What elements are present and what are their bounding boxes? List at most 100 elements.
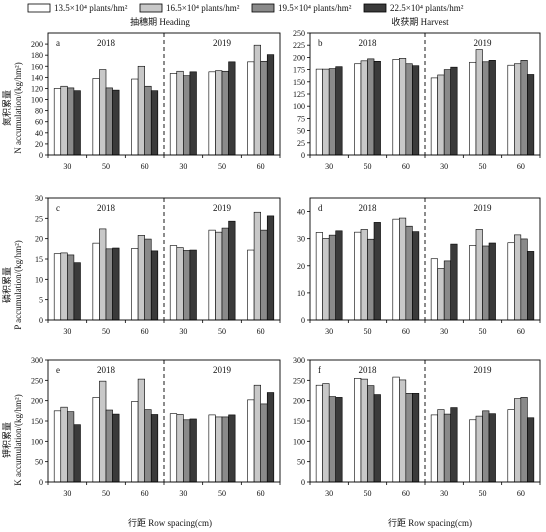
panel-e: 0 50 100 150 200 250 300 30 50 60 30 50 60 e 2018 2019: [31, 356, 281, 498]
plot-frame: [47, 197, 281, 321]
legend-label-3: 19.5×10⁴ plants/hm²: [278, 3, 352, 13]
bar: [405, 63, 413, 156]
bar: [443, 260, 451, 321]
y-tick-label: 15: [35, 255, 43, 264]
y-tick-label: 0: [301, 316, 305, 325]
bar: [73, 90, 81, 156]
y-tick-label: 300: [31, 356, 43, 365]
bar: [315, 68, 323, 156]
bar: [469, 419, 477, 483]
y-tick-label: 250: [31, 376, 43, 385]
bar: [392, 376, 400, 483]
bar: [92, 78, 100, 156]
y-tick-label: 200: [31, 40, 43, 49]
bar: [208, 414, 216, 483]
panel-letter: a: [56, 38, 60, 48]
y-tick-label: 25: [35, 214, 43, 223]
y-tick-label: 100: [293, 437, 305, 446]
x-tick-label: 50: [102, 162, 110, 171]
x-tick-label: 30: [179, 489, 187, 498]
bar: [322, 68, 330, 156]
bar: [450, 66, 458, 156]
bar: [137, 378, 145, 483]
bar: [215, 231, 223, 321]
y-tick-label: 30: [297, 235, 305, 244]
bar: [221, 416, 229, 483]
y-tick-label: 150: [293, 78, 305, 87]
y-tick-label: 50: [297, 458, 305, 467]
bar: [437, 268, 445, 321]
bar: [176, 247, 184, 321]
bar: [253, 211, 261, 321]
y-tick-label: 30: [35, 194, 43, 203]
y-tick-label: 40: [35, 129, 43, 138]
bar: [354, 231, 362, 321]
bar: [399, 379, 407, 483]
panel-letter: e: [56, 365, 60, 375]
bar: [53, 253, 62, 321]
bar: [328, 68, 336, 156]
x-tick-label: 50: [102, 327, 110, 336]
bar: [430, 77, 438, 156]
y-tick-label: 140: [31, 73, 43, 82]
x-tick-label: 60: [517, 162, 525, 171]
y-tick-label: 80: [35, 107, 43, 116]
year-label: 2019: [474, 38, 493, 48]
xlabel-right: 行距 Row spacing(cm): [388, 517, 472, 528]
x-tick-label: 30: [63, 162, 71, 171]
bar: [475, 229, 483, 321]
bar: [137, 235, 145, 321]
bar: [169, 245, 178, 321]
bar: [112, 413, 120, 483]
bar: [105, 87, 113, 156]
x-tick-label: 60: [517, 489, 525, 498]
panel-letter: f: [318, 365, 321, 375]
bar: [144, 238, 152, 321]
plot-frame: [309, 32, 541, 156]
bar: [253, 44, 261, 156]
bar: [412, 65, 420, 156]
year-label: 2019: [213, 365, 232, 375]
bar: [520, 397, 528, 483]
y-tick-label: 0: [301, 151, 305, 160]
legend-swatch-1: [27, 3, 51, 13]
bar: [430, 414, 438, 483]
year-label: 2019: [474, 365, 493, 375]
x-tick-label: 60: [141, 327, 149, 336]
bar: [322, 238, 330, 321]
x-tick-label: 60: [141, 162, 149, 171]
bar: [260, 229, 268, 321]
bar: [189, 249, 197, 321]
panel-a: 0 20 40 60 80 100 120 140 160 180 200 30 50 60 30 50 60 a…: [31, 32, 281, 171]
bar: [514, 234, 522, 321]
y-tick-label: 60: [35, 118, 43, 127]
y-tick-label: 10: [35, 275, 43, 284]
ylabel-n: 氮积累量 N accumulation/(kg/hm²): [1, 62, 23, 153]
x-tick-label: 50: [364, 162, 372, 171]
bar: [99, 69, 107, 156]
bar: [482, 410, 490, 483]
bar: [450, 243, 458, 321]
bar: [260, 403, 268, 483]
bar: [315, 384, 323, 483]
y-tick-label: 75: [297, 114, 305, 123]
bar: [443, 413, 451, 483]
bar: [183, 250, 191, 321]
y-tick-label: 25: [297, 139, 305, 148]
x-tick-label: 30: [63, 489, 71, 498]
bar: [99, 228, 107, 321]
bar: [405, 225, 413, 321]
x-tick-label: 50: [479, 489, 487, 498]
y-tick-label: 250: [293, 376, 305, 385]
bar: [73, 424, 81, 483]
bar: [373, 394, 381, 483]
y-tick-label: 180: [31, 51, 43, 60]
bar: [507, 409, 515, 483]
bar: [247, 61, 255, 156]
bar: [228, 414, 236, 483]
x-tick-label: 60: [141, 489, 149, 498]
bar: [53, 410, 62, 483]
bar: [367, 58, 375, 156]
bar: [266, 54, 275, 156]
y-tick-label: 175: [293, 66, 305, 75]
